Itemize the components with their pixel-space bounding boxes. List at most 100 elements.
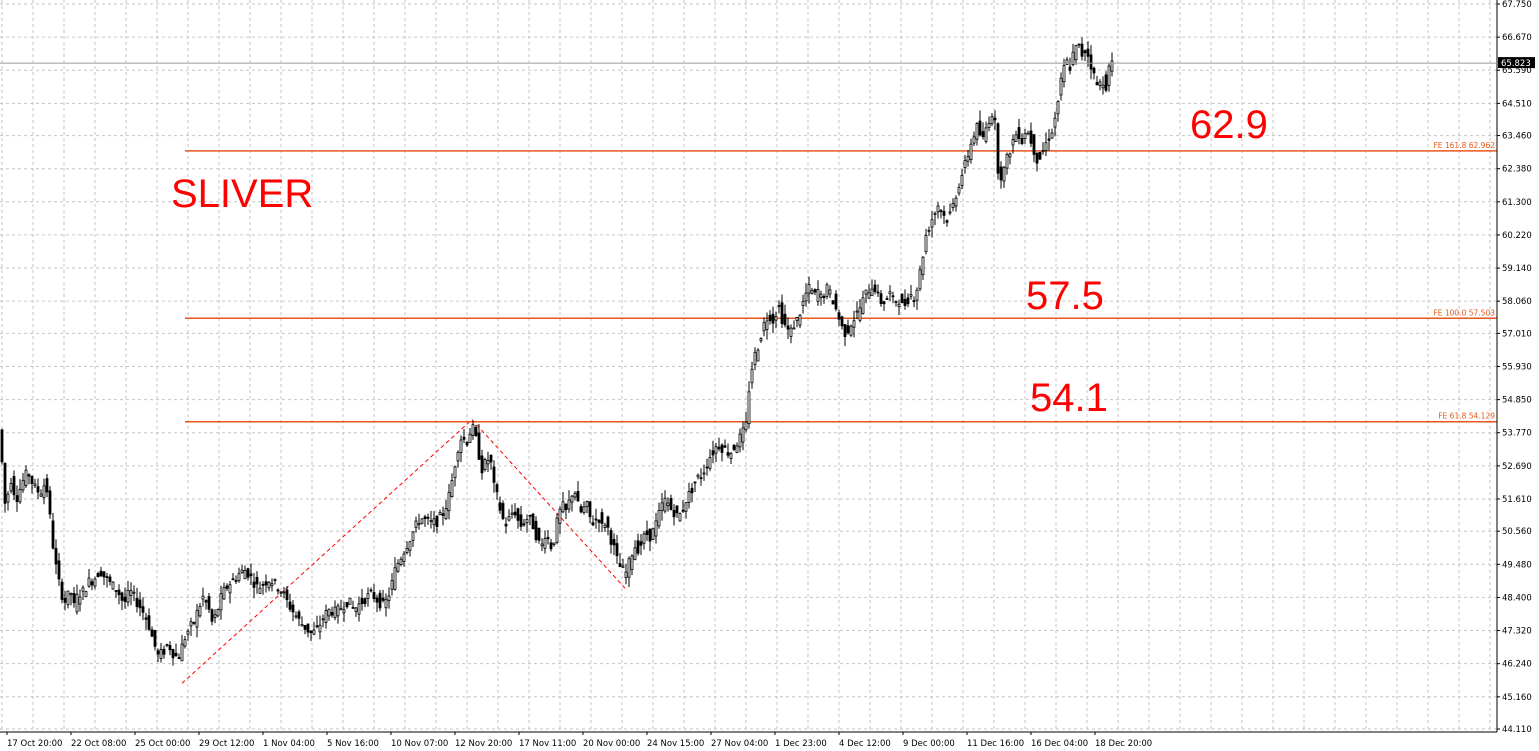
- candle: [564, 503, 568, 520]
- candle-body: [678, 513, 682, 522]
- candle: [33, 478, 37, 489]
- candle: [276, 588, 280, 595]
- candle: [69, 592, 73, 606]
- candle-body: [225, 585, 229, 589]
- candle-body: [702, 472, 706, 475]
- candle: [129, 582, 133, 606]
- candle: [630, 554, 634, 576]
- candle: [261, 581, 265, 595]
- candle-body: [300, 624, 304, 627]
- fibo-levels[interactable]: FE 161.8 62.962 62.9 FE 100.0 57.503 57.5 FE…: [185, 103, 1497, 423]
- price-tick-label: 46.240: [1502, 660, 1532, 670]
- candle-body: [63, 597, 67, 603]
- candle-body: [579, 506, 583, 513]
- candle: [516, 507, 520, 529]
- candle-body: [888, 291, 892, 295]
- candle: [726, 443, 730, 459]
- candle-body: [777, 305, 781, 307]
- candle-body: [717, 446, 721, 450]
- candle: [975, 122, 979, 146]
- candle-body: [768, 314, 772, 322]
- annotations: SLIVER: [171, 172, 313, 216]
- candle-body: [882, 301, 886, 305]
- candle-body: [918, 269, 922, 290]
- candle: [465, 441, 469, 447]
- candle: [360, 588, 364, 611]
- candle: [1047, 128, 1051, 151]
- candle-body: [1077, 43, 1081, 46]
- candle: [288, 593, 292, 613]
- candle-body: [126, 589, 130, 603]
- candle: [303, 625, 307, 635]
- candle: [645, 520, 649, 541]
- candle: [333, 600, 337, 621]
- candle: [90, 578, 94, 591]
- candle-body: [48, 490, 52, 515]
- candle: [354, 606, 358, 617]
- current-price-label: 65.823: [1501, 59, 1531, 69]
- price-tick-label: 57.010: [1502, 329, 1532, 339]
- candle: [123, 587, 127, 609]
- candle: [96, 571, 100, 578]
- candle: [522, 518, 526, 527]
- candle-body: [81, 587, 85, 592]
- candle: [1059, 72, 1063, 101]
- candle: [663, 490, 667, 514]
- candle: [528, 514, 532, 526]
- candle-body: [990, 116, 994, 125]
- candle: [696, 473, 700, 480]
- candle: [933, 211, 937, 226]
- candle: [885, 295, 889, 300]
- candle: [999, 161, 1003, 189]
- candle-body: [3, 462, 7, 504]
- candle: [366, 587, 370, 607]
- candle: [984, 121, 988, 144]
- candle: [60, 578, 64, 604]
- candle: [876, 284, 880, 298]
- candle: [801, 294, 805, 314]
- candle-body: [1059, 77, 1063, 96]
- candle: [192, 621, 196, 626]
- candle: [1107, 62, 1111, 92]
- candle-body: [954, 197, 958, 207]
- candle: [1089, 45, 1093, 80]
- candle: [138, 591, 142, 617]
- candle: [51, 512, 55, 550]
- candle: [444, 499, 448, 521]
- candle: [1011, 134, 1015, 154]
- candle-body: [789, 327, 793, 337]
- candle: [483, 457, 487, 472]
- candle-body: [672, 509, 676, 518]
- candle: [438, 509, 442, 516]
- time-tick-label: 17 Oct 20:00: [7, 739, 62, 749]
- candle-body: [780, 302, 784, 324]
- candle-body: [426, 516, 430, 519]
- price-tick-label: 58.060: [1502, 297, 1532, 307]
- candle: [1041, 142, 1045, 155]
- candle-body: [534, 520, 538, 541]
- candle-body: [855, 310, 859, 313]
- candle: [84, 590, 88, 597]
- candle: [498, 496, 502, 514]
- candle: [291, 600, 295, 622]
- candle: [330, 606, 334, 618]
- fibo-level-label: FE 161.8 62.962: [1433, 141, 1495, 150]
- candle: [768, 310, 772, 325]
- candle-body: [390, 580, 394, 590]
- candle: [456, 450, 460, 468]
- candle: [570, 495, 574, 512]
- candle-body: [1050, 132, 1054, 139]
- candle: [633, 540, 637, 561]
- time-tick-label: 4 Dec 12:00: [839, 739, 891, 749]
- price-tick-label: 61.300: [1502, 198, 1532, 208]
- candle-body: [171, 649, 175, 659]
- candle: [108, 574, 112, 586]
- candle-body: [477, 432, 481, 460]
- candle: [666, 497, 670, 512]
- candle-body: [432, 518, 436, 526]
- candle-body: [165, 644, 169, 646]
- candle: [819, 290, 823, 306]
- candle-body: [594, 518, 598, 521]
